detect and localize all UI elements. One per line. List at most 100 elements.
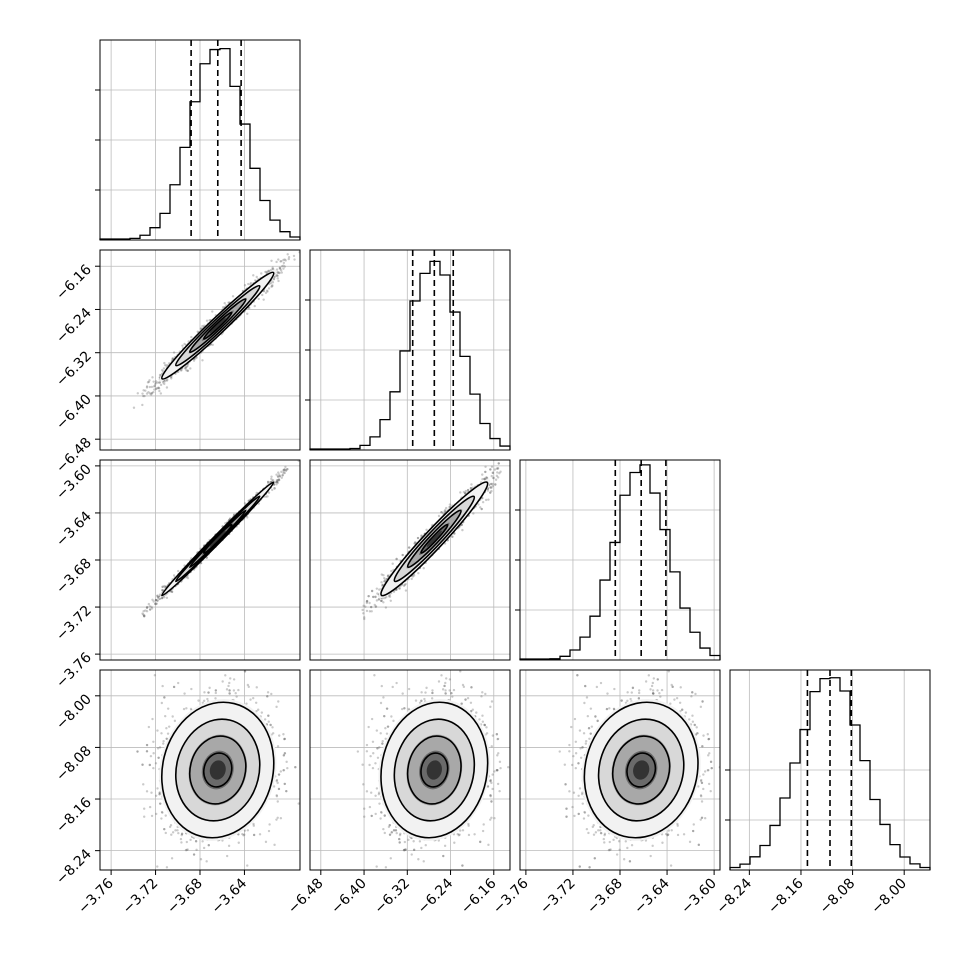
sample-point — [285, 789, 288, 793]
sample-point — [262, 289, 266, 293]
histogram-steps — [519, 464, 721, 660]
sample-point — [615, 853, 619, 856]
sample-point — [141, 763, 144, 766]
sample-point — [145, 385, 149, 388]
sample-point — [246, 829, 250, 832]
sample-point — [159, 802, 162, 805]
sample-point — [211, 343, 214, 347]
sample-point — [159, 383, 163, 387]
contour-line — [160, 271, 275, 380]
sample-point — [407, 687, 411, 691]
sample-point — [161, 585, 164, 589]
sample-point — [710, 766, 713, 770]
sample-point — [148, 608, 152, 611]
sample-point — [638, 689, 641, 692]
sample-point — [297, 802, 300, 805]
sample-point — [399, 832, 402, 836]
sample-point — [284, 465, 287, 469]
sample-point — [202, 699, 206, 703]
sample-point — [152, 752, 155, 755]
sample-point — [374, 605, 378, 608]
sample-point — [430, 697, 434, 700]
sample-point — [462, 685, 466, 689]
sample-point — [145, 386, 149, 389]
sample-point — [479, 840, 482, 844]
sample-point — [264, 291, 268, 295]
sample-point — [574, 740, 578, 743]
sample-point — [282, 261, 286, 265]
sample-point — [208, 686, 211, 690]
sample-point — [448, 689, 451, 692]
sample-point — [365, 750, 369, 753]
sample-point — [480, 507, 483, 511]
sample-point — [469, 486, 473, 490]
sample-point — [371, 740, 375, 743]
sample-point — [276, 270, 279, 274]
sample-point — [273, 843, 276, 847]
scatter-content — [361, 462, 502, 621]
sample-point — [496, 467, 500, 470]
sample-point — [489, 818, 492, 821]
contour-line — [188, 735, 247, 805]
sample-point — [491, 471, 495, 475]
sample-point — [398, 837, 401, 841]
sample-point — [254, 279, 257, 282]
sample-point — [148, 608, 152, 611]
sample-point — [576, 674, 579, 677]
histogram-panel-1 — [305, 249, 511, 451]
sample-point — [571, 805, 574, 809]
sample-point — [448, 678, 452, 681]
sample-point — [608, 848, 611, 852]
sample-point — [702, 787, 705, 791]
sample-point — [651, 692, 655, 695]
sample-point — [276, 271, 279, 275]
sample-point — [160, 369, 164, 372]
sample-point — [464, 489, 468, 493]
sample-point — [180, 832, 184, 836]
sample-point — [282, 470, 286, 473]
sample-point — [189, 367, 192, 370]
sample-point — [669, 864, 673, 867]
sample-point — [696, 732, 699, 735]
sample-point — [577, 812, 580, 816]
sample-point — [203, 691, 206, 694]
sample-point — [587, 814, 590, 817]
sample-point — [223, 302, 226, 305]
sample-point — [455, 643, 457, 645]
sample-point — [620, 699, 623, 702]
sample-point — [245, 702, 248, 705]
sample-point — [375, 729, 379, 732]
sample-point — [666, 833, 670, 836]
sample-point — [153, 674, 157, 677]
sample-point — [194, 840, 198, 843]
scatter-panel-3-0 — [99, 669, 301, 871]
sample-point — [701, 745, 704, 748]
sample-point — [392, 829, 396, 832]
sample-point — [264, 270, 267, 274]
sample-point — [702, 734, 705, 737]
sample-point — [490, 486, 493, 489]
sample-point — [143, 615, 146, 618]
sample-point — [483, 723, 487, 727]
sample-point — [496, 769, 499, 772]
sample-point — [368, 763, 371, 767]
sample-point — [275, 274, 279, 277]
sample-point — [156, 596, 160, 599]
sample-point — [599, 831, 603, 835]
sample-point — [166, 707, 170, 710]
sample-point — [416, 536, 420, 540]
sample-point — [420, 534, 423, 537]
sample-point — [451, 695, 454, 698]
sample-point — [451, 535, 454, 538]
sample-point — [145, 743, 149, 747]
sample-point — [647, 674, 651, 677]
histogram-steps — [729, 677, 931, 870]
sample-point — [416, 536, 420, 540]
sample-point — [411, 575, 415, 578]
sample-point — [199, 327, 203, 330]
sample-point — [157, 387, 161, 390]
sample-point — [172, 685, 176, 689]
sample-point — [484, 692, 487, 696]
sample-point — [380, 811, 383, 814]
sample-point — [587, 831, 590, 835]
